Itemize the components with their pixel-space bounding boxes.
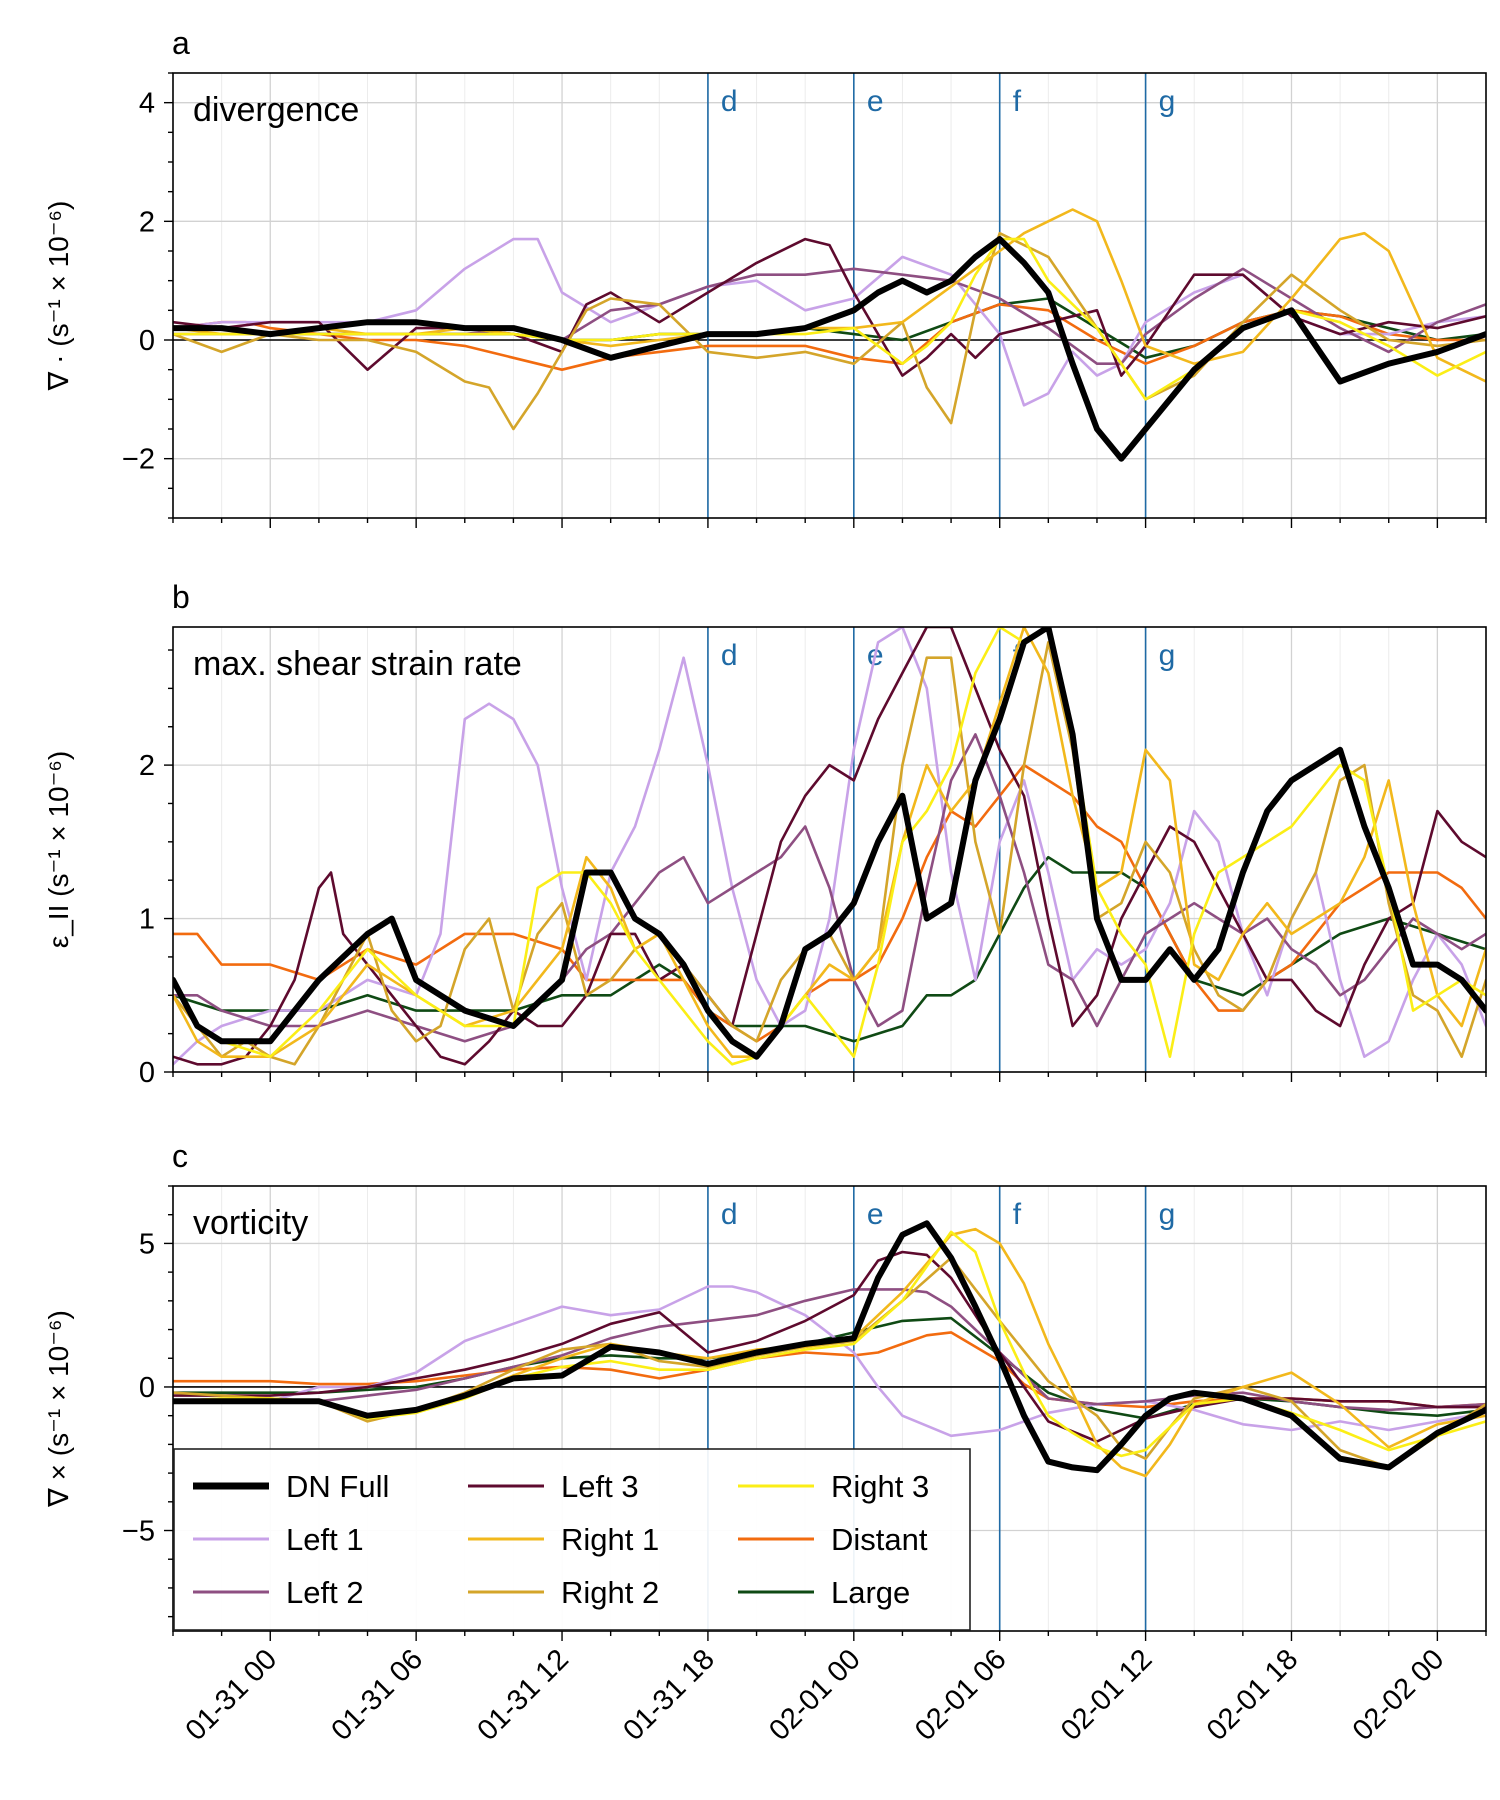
panel-a-title: divergence (193, 91, 359, 129)
y-tick-label: −5 (122, 1516, 155, 1548)
panel-c: d e f g −5 0 5 01-31 00 01-31 06 01-31 12 01-31 18… (43, 1138, 1487, 1747)
event-marker-label-e: e (867, 85, 884, 118)
series-line-right-2 (173, 640, 1486, 1066)
panel-c-letter: c (172, 1138, 188, 1174)
x-tick-label: 02-01 12 (1055, 1643, 1159, 1747)
x-tick-label: 01-31 06 (326, 1643, 430, 1747)
plot-frame (172, 1185, 1487, 1632)
event-marker-label-g: g (1159, 85, 1176, 118)
legend-label: DN Full (286, 1469, 389, 1504)
panel-b-letter: b (172, 579, 190, 615)
panel-c-title: vorticity (193, 1204, 308, 1242)
y-tick-label: 2 (139, 750, 155, 782)
series-line-right-1 (173, 1227, 1486, 1478)
series-line-dn-full (173, 1220, 1486, 1474)
series-group (173, 1220, 1486, 1478)
legend-label: Distant (831, 1522, 928, 1557)
series-line-distant (173, 303, 1486, 372)
y-axis: −5 0 5 (122, 1185, 173, 1618)
legend: DN Full Left 1 Left 2 Left 3 Right 1 Right 2 R… (173, 1448, 971, 1631)
x-axis (172, 1072, 1487, 1082)
y-tick-label: 0 (139, 325, 155, 357)
legend-item-distant: Distant (738, 1522, 928, 1557)
x-tick-label: 01-31 00 (180, 1643, 284, 1747)
series-line-right-1 (173, 627, 1486, 1058)
series-line-left-2 (173, 733, 1486, 1043)
series-line-large (173, 855, 1486, 1043)
legend-item-right-3: Right 3 (738, 1469, 929, 1504)
x-tick-label: 02-01 06 (909, 1643, 1013, 1747)
series-line-left-1 (173, 237, 1486, 407)
series-line-distant (173, 763, 1486, 1043)
event-marker-label-e: e (867, 1198, 884, 1231)
legend-item-left-2: Left 2 (193, 1575, 364, 1610)
x-tick-label: 02-01 00 (763, 1643, 867, 1747)
legend-box (173, 1448, 971, 1631)
y-axis: 0 1 2 (139, 649, 173, 1089)
legend-item-dn-full: DN Full (193, 1469, 389, 1504)
y-tick-label: −2 (122, 444, 155, 476)
series-line-dn-full (173, 627, 1486, 1060)
series-line-left-1 (173, 627, 1486, 1066)
x-tick-label: 02-02 00 (1347, 1643, 1451, 1747)
x-axis: 01-31 00 01-31 06 01-31 12 01-31 18 02-01 00… (172, 1631, 1487, 1747)
legend-item-large: Large (738, 1575, 910, 1610)
series-line-left-2 (173, 1288, 1486, 1412)
y-tick-label: 0 (139, 1372, 155, 1404)
series-line-dn-full (173, 236, 1486, 462)
plot-frame (172, 626, 1487, 1073)
panel-b-title: max. shear strain rate (193, 645, 522, 683)
x-axis (172, 518, 1487, 528)
series-line-left-3 (173, 627, 1486, 1066)
y-tick-label: 4 (139, 88, 155, 120)
legend-item-left-3: Left 3 (468, 1469, 639, 1504)
legend-label: Right 1 (561, 1522, 659, 1557)
event-marker-label-d: d (721, 85, 738, 118)
x-tick-label: 02-01 18 (1201, 1643, 1305, 1747)
event-marker-label-f: f (1013, 1198, 1022, 1231)
event-marker-label-d: d (721, 1198, 738, 1231)
series-line-right-2 (173, 1256, 1486, 1469)
panel-b-ylabel: ε_II (s⁻¹ × 10⁻⁶) (43, 751, 74, 949)
event-marker-label-g: g (1159, 1198, 1176, 1231)
x-tick-label: 01-31 12 (471, 1643, 575, 1747)
series-group (173, 627, 1486, 1066)
plot-frame (172, 72, 1487, 519)
series-line-left-3 (173, 237, 1486, 377)
panel-c-ylabel: ∇ × (s⁻¹ × 10⁻⁶) (43, 1310, 74, 1508)
legend-label: Left 1 (286, 1522, 364, 1557)
y-tick-label: 0 (139, 1057, 155, 1089)
legend-item-right-1: Right 1 (468, 1522, 659, 1557)
series-group (173, 208, 1486, 462)
legend-item-left-1: Left 1 (193, 1522, 364, 1557)
y-tick-label: 1 (139, 904, 155, 936)
legend-label: Right 3 (831, 1469, 929, 1504)
event-marker-label-f: f (1013, 85, 1022, 118)
y-tick-label: 5 (139, 1228, 155, 1260)
legend-label: Left 3 (561, 1469, 639, 1504)
legend-label: Large (831, 1575, 910, 1610)
legend-item-right-2: Right 2 (468, 1575, 659, 1610)
legend-label: Left 2 (286, 1575, 364, 1610)
series-line-left-1 (173, 1285, 1486, 1438)
series-line-right-3 (173, 627, 1486, 1066)
x-tick-label: 01-31 18 (617, 1643, 721, 1747)
legend-label: Right 2 (561, 1575, 659, 1610)
y-tick-label: 2 (139, 206, 155, 238)
event-marker-label-g: g (1159, 639, 1176, 672)
y-axis: −2 0 2 4 (122, 72, 173, 519)
grid (172, 627, 1487, 1073)
panel-a-ylabel: ∇ · (s⁻¹ × 10⁻⁶) (43, 201, 74, 392)
event-marker-label-d: d (721, 639, 738, 672)
panel-a-letter: a (172, 25, 190, 61)
